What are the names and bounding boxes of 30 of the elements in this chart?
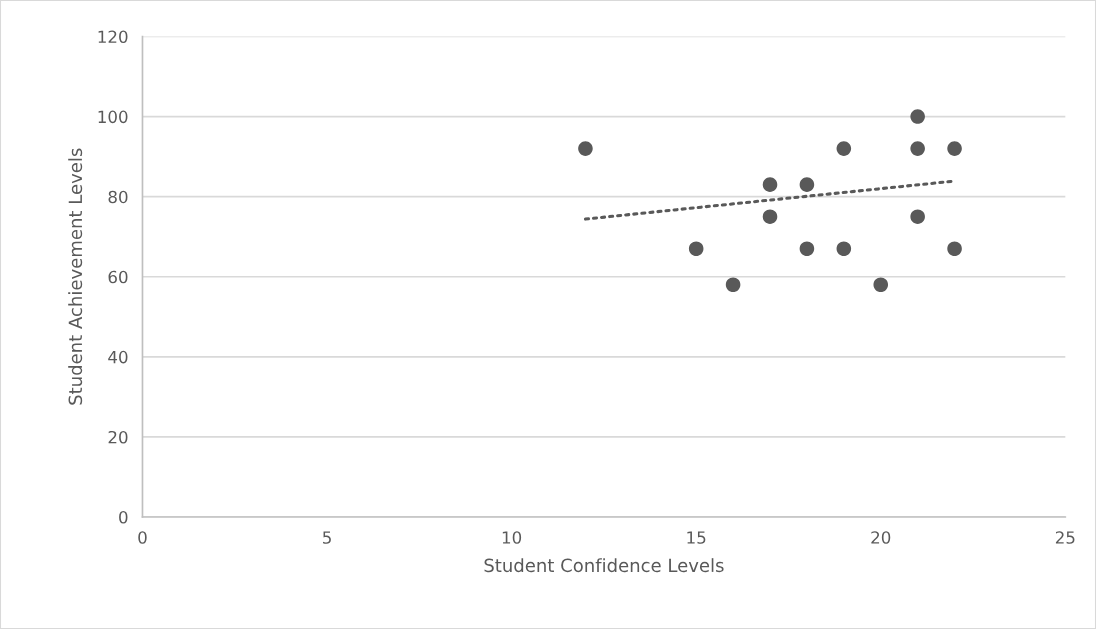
x-tick-label: 5	[323, 531, 331, 544]
x-tick-label: 25	[1055, 531, 1075, 544]
y-tick-label: 20	[108, 430, 128, 444]
point	[836, 241, 852, 257]
y-axis-title: Student Achievement Levels	[68, 148, 83, 405]
y-tick-label: 60	[108, 270, 128, 284]
point	[762, 209, 778, 224]
y-tick-label: 0	[119, 511, 128, 524]
x-tick-label: 10	[502, 531, 522, 544]
point	[578, 141, 593, 156]
point	[836, 141, 852, 156]
x-axis-title: Student Confidence Levels	[484, 558, 724, 573]
point	[947, 241, 962, 257]
point	[799, 177, 815, 192]
point	[873, 277, 889, 293]
point	[799, 241, 815, 257]
x-tick-label: 15	[687, 531, 706, 544]
point	[947, 141, 962, 156]
y-tick-label: 40	[108, 350, 128, 364]
x-tick-label: 20	[871, 531, 891, 544]
y-tick-label: 100	[98, 110, 128, 124]
y-tick-label: 80	[108, 190, 128, 204]
point	[910, 109, 925, 124]
y-tick-label: 120	[98, 30, 128, 44]
point	[688, 241, 704, 257]
point	[910, 209, 925, 224]
point	[725, 277, 741, 293]
point	[910, 141, 925, 156]
point	[762, 177, 778, 192]
x-tick-label: 0	[138, 531, 147, 544]
